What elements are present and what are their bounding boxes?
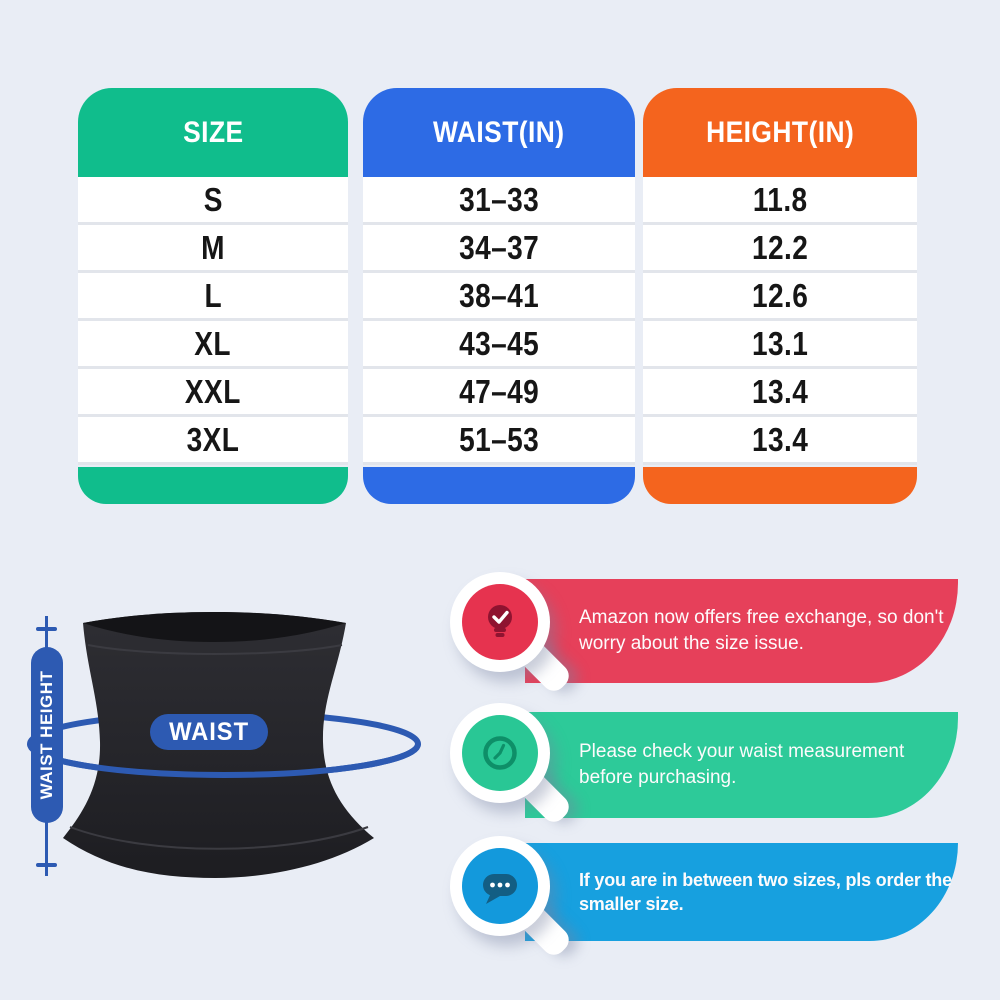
dimension-cap-top (36, 627, 57, 631)
size-column-header: SIZE (78, 88, 348, 177)
magnifier-circle (450, 703, 550, 803)
table-row: 12.2 (643, 225, 917, 273)
waist-cell: 47–49 (458, 372, 540, 410)
table-row: 43–45 (363, 321, 635, 369)
size-cell: L (204, 276, 222, 314)
size-cell: 3XL (186, 420, 240, 458)
note-icon-wrap (450, 836, 574, 960)
garment-top-seam (87, 644, 343, 655)
garment-opening (83, 612, 346, 642)
size-cell: XL (194, 324, 232, 362)
waist-label: WAIST (169, 717, 249, 746)
note-text: Please check your waist measurement befo… (579, 741, 905, 788)
waist-cell: 34–37 (458, 228, 540, 266)
size-cell: S (203, 180, 223, 218)
height-cell: 13.4 (751, 420, 809, 458)
garment-bottom-seam (69, 826, 369, 850)
table-row: 13.4 (643, 417, 917, 465)
waist-column: WAIST(IN) 31–33 34–37 38–41 43–45 47–49 … (363, 88, 635, 504)
height-cell: 12.2 (751, 228, 809, 266)
waist-header-label: WAIST(IN) (433, 115, 565, 149)
note-icon-wrap (450, 572, 574, 696)
table-row: 51–53 (363, 417, 635, 465)
height-column-footer (643, 467, 917, 504)
chat-dots-icon (462, 848, 538, 924)
dimension-cap-bottom (36, 863, 57, 867)
height-column-header: HEIGHT(IN) (643, 88, 917, 177)
lightbulb-check-icon (462, 584, 538, 660)
waist-column-header: WAIST(IN) (363, 88, 635, 177)
table-row: XXL (78, 369, 348, 417)
size-cell: M (201, 228, 225, 266)
waist-cell: 51–53 (458, 420, 540, 458)
magnifier-circle (450, 836, 550, 936)
note-banner-size-advice: If you are in between two sizes, pls ord… (525, 843, 958, 941)
magnifier-circle (450, 572, 550, 672)
height-column: HEIGHT(IN) 11.8 12.2 12.6 13.1 13.4 13.4 (643, 88, 917, 504)
table-row: M (78, 225, 348, 273)
size-header-label: SIZE (182, 115, 244, 149)
table-row: 47–49 (363, 369, 635, 417)
waist-label-pill: WAIST (150, 714, 268, 750)
height-cell: 13.1 (751, 324, 809, 362)
size-column: SIZE S M L XL XXL 3XL (78, 88, 348, 504)
table-row: 13.1 (643, 321, 917, 369)
waist-height-label-pill: WAIST HEIGHT (31, 647, 63, 823)
table-row: 3XL (78, 417, 348, 465)
table-row: 13.4 (643, 369, 917, 417)
waist-height-dimension: WAIST HEIGHT (30, 612, 66, 884)
clock-icon (462, 715, 538, 791)
table-row: L (78, 273, 348, 321)
size-column-footer (78, 467, 348, 504)
waist-cell: 43–45 (458, 324, 540, 362)
note-text: If you are in between two sizes, pls ord… (579, 869, 952, 914)
table-row: S (78, 177, 348, 225)
waist-column-footer (363, 467, 635, 504)
height-cell: 13.4 (751, 372, 809, 410)
table-row: XL (78, 321, 348, 369)
height-cell: 12.6 (751, 276, 809, 314)
table-row: 34–37 (363, 225, 635, 273)
waist-cell: 31–33 (458, 180, 540, 218)
table-row: 31–33 (363, 177, 635, 225)
height-header-label: HEIGHT(IN) (705, 115, 855, 149)
waist-height-label: WAIST HEIGHT (37, 670, 56, 800)
table-row: 11.8 (643, 177, 917, 225)
table-row: 38–41 (363, 273, 635, 321)
note-icon-wrap (450, 703, 574, 827)
waist-cell: 38–41 (458, 276, 540, 314)
note-text: Amazon now offers free exchange, so don'… (579, 607, 944, 654)
height-cell: 11.8 (752, 180, 808, 218)
size-cell: XXL (185, 372, 241, 410)
note-banner-measure: Please check your waist measurement befo… (525, 712, 958, 818)
table-row: 12.6 (643, 273, 917, 321)
note-banner-exchange: Amazon now offers free exchange, so don'… (525, 579, 958, 683)
